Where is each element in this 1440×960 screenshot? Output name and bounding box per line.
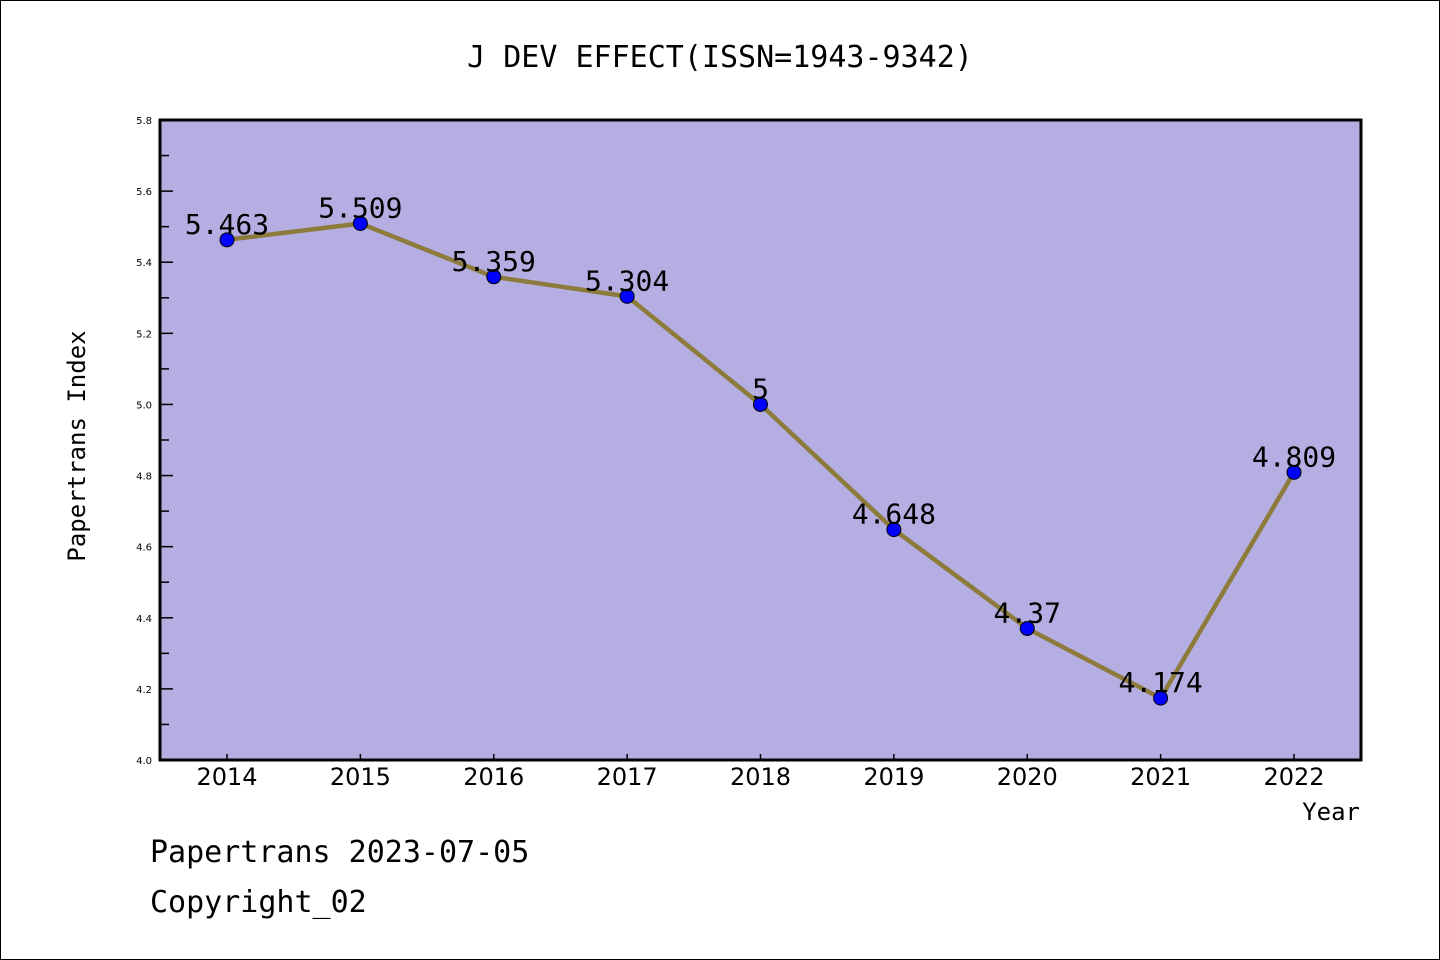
x-tick-label: 2022 xyxy=(1263,763,1324,791)
y-tick-label: 5.0 xyxy=(136,400,152,411)
x-tick-label: 2020 xyxy=(997,763,1058,791)
data-point xyxy=(486,269,502,285)
x-tick-label: 2021 xyxy=(1130,763,1191,791)
y-tick-label: 5.8 xyxy=(136,116,152,127)
data-label: 4.809 xyxy=(1252,440,1336,473)
data-label: 4.648 xyxy=(852,498,936,531)
x-tick-label: 2018 xyxy=(730,763,791,791)
y-tick-label: 4.6 xyxy=(136,543,152,554)
x-axis-label: Year xyxy=(1302,798,1360,826)
x-tick-label: 2016 xyxy=(463,763,524,791)
data-point xyxy=(352,215,368,231)
data-label: 5.463 xyxy=(185,208,269,241)
footer-date: Papertrans 2023-07-05 xyxy=(150,835,530,870)
data-point xyxy=(886,522,902,538)
footer-copyright: Copyright_02 xyxy=(150,885,367,920)
y-tick-label: 4.4 xyxy=(136,614,152,625)
plot-border xyxy=(158,118,1363,762)
y-tick-label: 5.4 xyxy=(136,258,152,269)
y-tick-label: 4.8 xyxy=(136,472,152,483)
data-label: 4.37 xyxy=(994,596,1061,629)
x-tick-label: 2014 xyxy=(196,763,257,791)
x-tick-label: 2017 xyxy=(597,763,658,791)
chart-title: J DEV EFFECT(ISSN=1943-9342) xyxy=(467,40,973,75)
data-label: 4.174 xyxy=(1118,666,1202,699)
data-point xyxy=(1153,690,1169,706)
y-tick-label: 4.2 xyxy=(136,685,152,696)
y-axis-label: Papertrans Index xyxy=(63,330,91,561)
data-point xyxy=(619,288,635,304)
data-point xyxy=(219,232,235,248)
data-point xyxy=(1019,620,1035,636)
data-label: 5.304 xyxy=(585,264,669,297)
y-tick-label: 5.2 xyxy=(136,329,152,340)
data-point xyxy=(753,396,768,412)
y-tick-label: 4.0 xyxy=(136,756,152,767)
x-tick-label: 2015 xyxy=(330,763,391,791)
data-label: 5 xyxy=(752,372,769,405)
data-point xyxy=(1286,464,1302,480)
y-tick-label: 5.6 xyxy=(136,187,152,198)
data-label: 5.509 xyxy=(318,191,402,224)
data-label: 5.359 xyxy=(452,245,536,278)
x-tick-label: 2019 xyxy=(863,763,924,791)
